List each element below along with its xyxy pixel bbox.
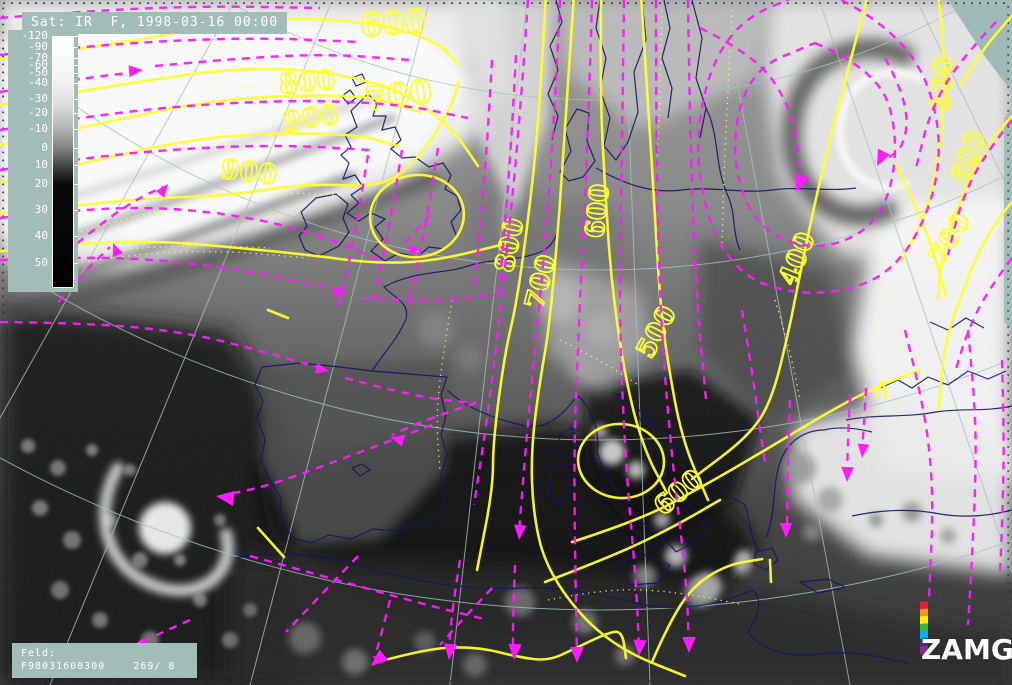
legend-tick: 0 xyxy=(41,141,48,154)
rainbow-band xyxy=(920,630,929,640)
legend-tickmark xyxy=(73,165,78,166)
field-label: Feld: xyxy=(21,648,57,659)
rainbow-icon xyxy=(920,601,929,655)
legend-tick: 30 xyxy=(34,203,48,216)
legend-panel: -120 -90 -70 -60 -50 -40 -30 -20 -10 0 10 20 30 40 50 xyxy=(8,30,78,292)
flow-arrow xyxy=(155,184,168,198)
flow-arrow xyxy=(514,524,527,540)
logo-text: ZAMG xyxy=(921,633,1012,666)
legend-tick: 10 xyxy=(34,158,48,171)
flow-arrow xyxy=(333,286,347,298)
contour-label: 600 xyxy=(359,2,428,45)
legend-tickmark xyxy=(73,148,78,149)
legend-tickmark xyxy=(73,184,78,185)
legend-tickmark xyxy=(73,210,78,211)
legend-tickmark xyxy=(73,99,78,100)
field-id: F98031600300 269/ 8 xyxy=(21,661,176,672)
legend-tickmark xyxy=(73,58,78,59)
flow-arrow xyxy=(877,148,891,166)
legend-tickmark xyxy=(73,113,78,114)
legend-tick: -60 xyxy=(28,58,48,71)
dotted-contour-layer xyxy=(24,9,885,605)
flow-arrow xyxy=(795,172,810,192)
legend-tick: -30 xyxy=(28,92,48,105)
flow-arrow xyxy=(216,491,235,506)
legend-tick: 40 xyxy=(34,229,48,242)
flow-arrow xyxy=(112,243,123,258)
legend-tickmark xyxy=(73,47,78,48)
flow-arrow xyxy=(508,643,522,660)
contour-label: 500 xyxy=(926,55,960,111)
legend-tick: -90 xyxy=(28,40,48,53)
rainbow-band xyxy=(920,645,929,655)
flow-arrow xyxy=(857,443,870,458)
legend-tickmark xyxy=(73,83,78,84)
flow-arrow xyxy=(633,639,647,656)
flow-arrow xyxy=(371,649,389,666)
streamline-layer xyxy=(0,0,1012,659)
zamg-logo: ZAMG xyxy=(920,601,1012,666)
rainbow-band xyxy=(920,638,929,647)
legend-tick: 20 xyxy=(34,177,48,190)
legend-tick: -20 xyxy=(28,106,48,119)
legend-tick: -120 xyxy=(21,29,49,42)
flow-arrow xyxy=(390,435,406,447)
legend-tickmark xyxy=(73,129,78,130)
legend-tick: -40 xyxy=(28,76,48,89)
legend-tickmark xyxy=(73,263,78,264)
legend-tick: -10 xyxy=(28,122,48,135)
contour-label: 800 xyxy=(278,65,337,101)
legend-colorbar xyxy=(52,36,74,288)
nodata-sliver xyxy=(1004,108,1012,330)
coastline-layer xyxy=(235,0,1012,665)
legend-tickmark xyxy=(73,73,78,74)
contour-label: 900 xyxy=(219,154,278,191)
legend-tick: -70 xyxy=(28,51,48,64)
flow-arrow xyxy=(779,523,793,538)
flow-arrow xyxy=(315,362,329,374)
flow-arrow xyxy=(570,647,584,663)
field-info: Feld: F98031600300 269/ 8 xyxy=(12,643,197,678)
flow-arrow xyxy=(443,643,458,660)
flow-arrow xyxy=(682,637,696,653)
flow-arrow xyxy=(841,466,854,482)
titlebar: Sat: IR F, 1998-03-16 00:00 xyxy=(22,12,288,34)
flow-arrow xyxy=(406,245,419,256)
legend-tick: -50 xyxy=(28,66,48,79)
legend-tickmark xyxy=(73,36,78,37)
legend-tickmark xyxy=(73,236,78,237)
legend-tick: 50 xyxy=(34,256,48,269)
flow-arrow xyxy=(128,65,143,78)
legend-tickmark xyxy=(73,65,78,66)
